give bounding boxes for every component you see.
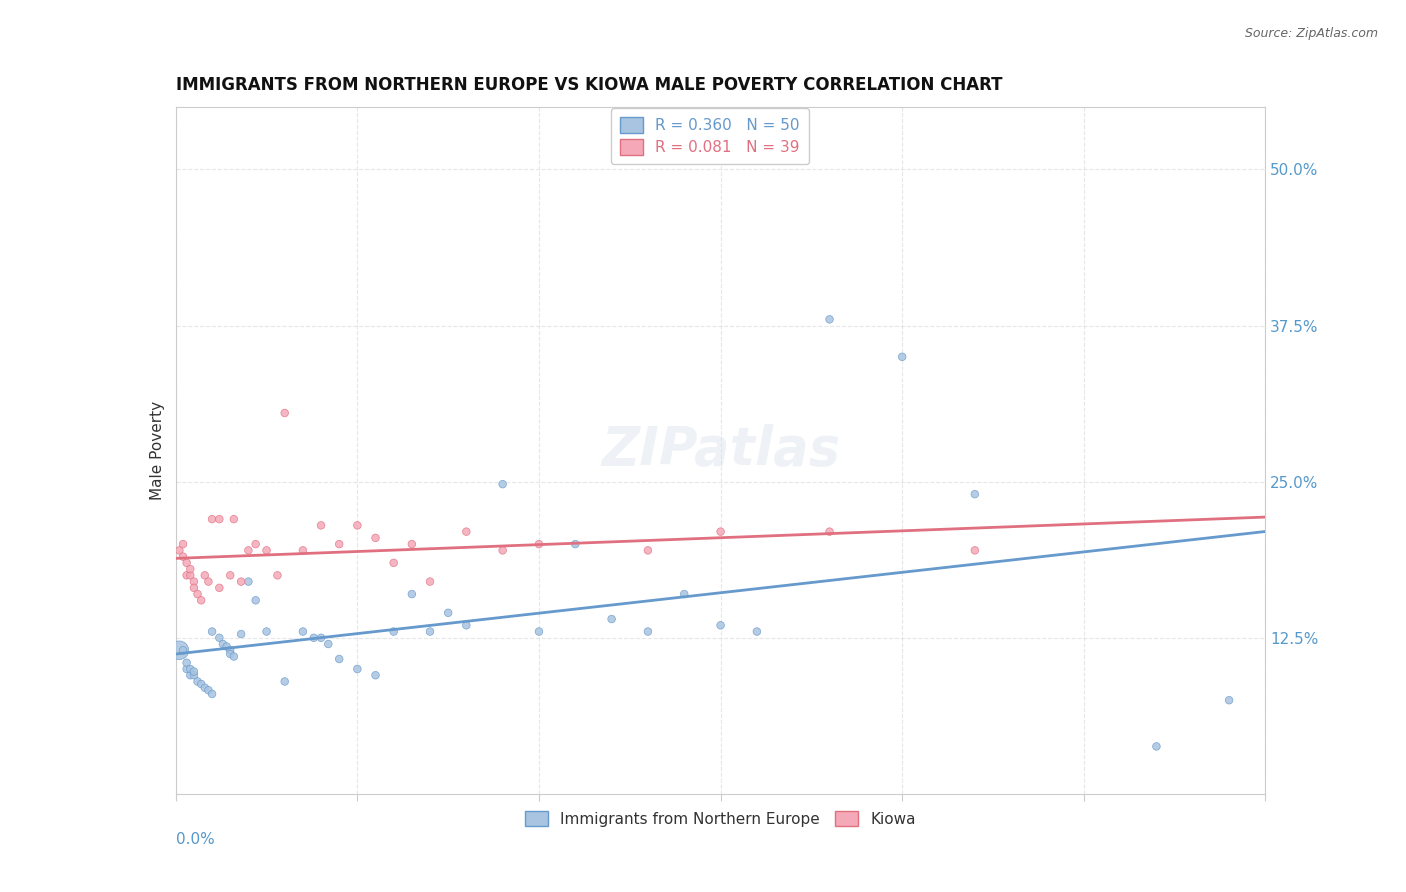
Point — [245, 593, 267, 607]
Point — [219, 647, 242, 661]
Point — [401, 537, 423, 551]
Point — [256, 624, 278, 639]
Point — [637, 543, 659, 558]
Point — [891, 350, 914, 364]
Point — [256, 543, 278, 558]
Point — [238, 574, 260, 589]
Point — [564, 537, 586, 551]
Point — [231, 627, 253, 641]
Text: 0.0%: 0.0% — [176, 831, 215, 847]
Point — [245, 537, 267, 551]
Point — [492, 543, 515, 558]
Point — [382, 624, 405, 639]
Point — [219, 568, 242, 582]
Point — [364, 668, 387, 682]
Point — [176, 568, 198, 582]
Point — [222, 649, 245, 664]
Text: ZIPatlas: ZIPatlas — [600, 425, 841, 476]
Point — [274, 674, 297, 689]
Legend: Immigrants from Northern Europe, Kiowa: Immigrants from Northern Europe, Kiowa — [517, 803, 924, 834]
Point — [179, 562, 201, 576]
Point — [179, 668, 201, 682]
Point — [437, 606, 460, 620]
Point — [818, 312, 841, 326]
Point — [309, 518, 332, 533]
Point — [346, 518, 368, 533]
Point — [169, 543, 191, 558]
Point — [197, 574, 219, 589]
Point — [710, 524, 733, 539]
Point — [364, 531, 387, 545]
Point — [527, 537, 550, 551]
Point — [456, 618, 478, 632]
Point — [456, 524, 478, 539]
Point — [222, 512, 245, 526]
Point — [194, 681, 217, 695]
Point — [346, 662, 368, 676]
Point — [266, 568, 288, 582]
Point — [219, 643, 242, 657]
Point — [963, 543, 986, 558]
Point — [176, 556, 198, 570]
Point — [197, 683, 219, 698]
Point — [172, 549, 194, 564]
Point — [637, 624, 659, 639]
Point — [745, 624, 768, 639]
Point — [172, 643, 194, 657]
Point — [328, 537, 350, 551]
Point — [309, 631, 332, 645]
Point — [963, 487, 986, 501]
Point — [208, 512, 231, 526]
Point — [1146, 739, 1168, 754]
Point — [201, 687, 224, 701]
Point — [231, 574, 253, 589]
Point — [179, 568, 201, 582]
Point — [201, 624, 224, 639]
Point — [527, 624, 550, 639]
Point — [172, 537, 194, 551]
Point — [183, 574, 205, 589]
Point — [291, 624, 314, 639]
Point — [186, 587, 209, 601]
Point — [212, 637, 235, 651]
Point — [1218, 693, 1240, 707]
Point — [176, 656, 198, 670]
Point — [328, 652, 350, 666]
Point — [183, 581, 205, 595]
Point — [194, 568, 217, 582]
Point — [382, 556, 405, 570]
Point — [238, 543, 260, 558]
Point — [201, 512, 224, 526]
Point — [176, 662, 198, 676]
Point — [208, 581, 231, 595]
Point — [318, 637, 340, 651]
Point — [169, 643, 191, 657]
Point — [183, 665, 205, 679]
Point — [179, 662, 201, 676]
Point — [190, 593, 212, 607]
Point — [186, 674, 209, 689]
Point — [673, 587, 696, 601]
Point — [190, 677, 212, 691]
Point — [419, 624, 441, 639]
Point — [818, 524, 841, 539]
Point — [419, 574, 441, 589]
Point — [492, 477, 515, 491]
Point — [401, 587, 423, 601]
Point — [291, 543, 314, 558]
Point — [215, 640, 238, 654]
Point — [274, 406, 297, 420]
Text: Source: ZipAtlas.com: Source: ZipAtlas.com — [1244, 27, 1378, 40]
Text: IMMIGRANTS FROM NORTHERN EUROPE VS KIOWA MALE POVERTY CORRELATION CHART: IMMIGRANTS FROM NORTHERN EUROPE VS KIOWA… — [176, 77, 1002, 95]
Point — [302, 631, 325, 645]
Point — [600, 612, 623, 626]
Point — [710, 618, 733, 632]
Y-axis label: Male Poverty: Male Poverty — [149, 401, 165, 500]
Point — [183, 668, 205, 682]
Point — [208, 631, 231, 645]
